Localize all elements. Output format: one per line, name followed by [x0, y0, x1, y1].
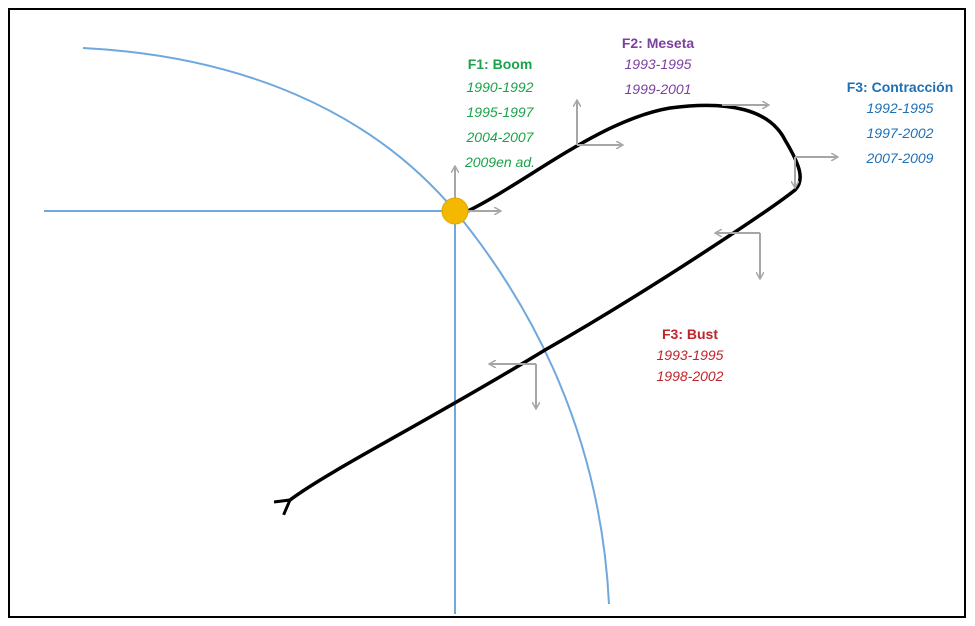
phase-title-meseta: F2: Meseta — [621, 35, 695, 51]
phase-period: 2009en ad. — [464, 154, 536, 170]
phase-period: 2004-2007 — [466, 129, 534, 145]
phase-period: 1999-2001 — [624, 81, 692, 97]
diagram-frame — [8, 8, 966, 618]
phase-period: 2007-2009 — [866, 150, 934, 166]
phase-period: 1993-1995 — [656, 347, 724, 363]
bust-direction-arrows-lower — [490, 364, 536, 408]
origin-point — [441, 197, 469, 225]
phase-period: 1992-1995 — [866, 100, 934, 116]
phase-title-contraccion: F3: Contracción — [846, 79, 954, 95]
contraction-direction-arrows — [795, 157, 837, 187]
phase-period: 1997-2002 — [866, 125, 934, 141]
meseta-direction-arrows — [577, 101, 622, 145]
bust-direction-arrows-upper — [716, 233, 760, 278]
phase-title-boom: F1: Boom — [467, 56, 533, 72]
phase-period: 1990-1992 — [466, 79, 534, 95]
cycle-curve — [290, 103, 802, 500]
phase-period: 1995-1997 — [466, 104, 534, 120]
phase-label-contraccion: F3: Contracción 1992-1995 1997-2002 2007… — [830, 77, 970, 169]
phase-label-boom: F1: Boom 1990-1992 1995-1997 2004-2007 2… — [440, 54, 560, 173]
phase-label-meseta: F2: Meseta 1993-1995 1999-2001 — [598, 33, 718, 100]
phase-title-bust: F3: Bust — [662, 326, 718, 342]
phase-label-bust: F3: Bust 1993-1995 1998-2002 — [630, 324, 750, 387]
phase-period: 1998-2002 — [656, 368, 724, 384]
phase-period: 1993-1995 — [624, 56, 692, 72]
